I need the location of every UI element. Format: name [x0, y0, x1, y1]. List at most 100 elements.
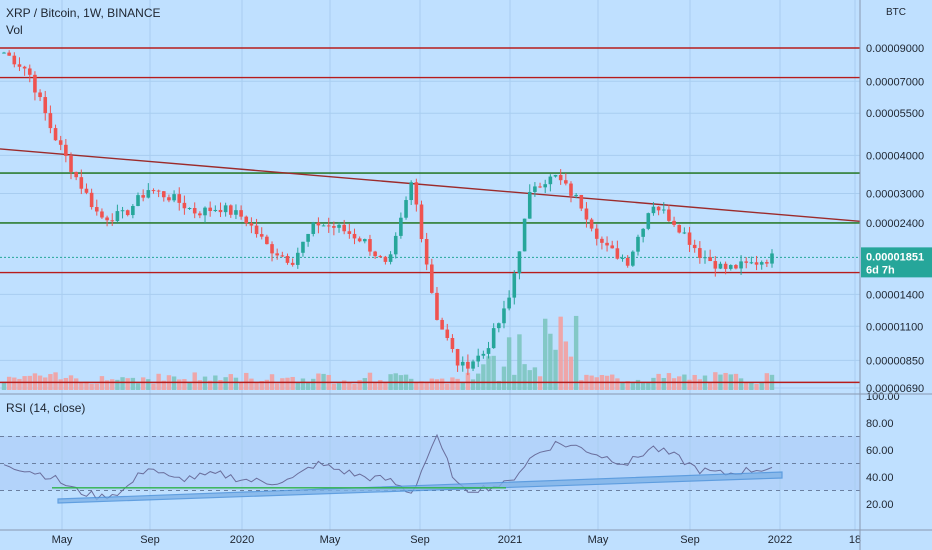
candle-body	[110, 220, 115, 222]
volume-bar	[558, 316, 563, 390]
volume-bar	[408, 378, 414, 390]
candle-body	[615, 248, 620, 259]
candle-body	[533, 186, 537, 192]
candle-body	[553, 174, 558, 177]
volume-bar	[393, 373, 398, 390]
volume-bar	[89, 383, 94, 390]
volume-bar	[486, 356, 491, 390]
volume-bar	[58, 379, 63, 390]
candle-body	[326, 225, 331, 227]
volume-bar	[110, 379, 115, 390]
candle-body	[564, 180, 568, 184]
candle-body	[192, 208, 197, 214]
candle-body	[69, 155, 73, 172]
price-tick-label: 0.00001400	[866, 289, 924, 301]
candle-body	[445, 329, 450, 339]
volume-bar	[79, 382, 84, 390]
volume-bar	[640, 381, 646, 390]
candle-body	[486, 348, 491, 354]
candle-body	[285, 255, 290, 263]
candle-body	[198, 213, 202, 216]
candle-body	[527, 191, 532, 219]
volume-bar	[300, 378, 306, 390]
candle-body	[610, 245, 615, 249]
volume-bar	[687, 379, 692, 390]
volume-bar	[697, 379, 703, 390]
candle-body	[744, 261, 749, 263]
volume-bar	[625, 381, 630, 390]
candle-body	[399, 217, 403, 236]
candle-body	[352, 233, 357, 239]
volume-bar	[367, 372, 373, 390]
candle-body	[708, 257, 712, 262]
candle-body	[27, 68, 32, 75]
candle-body	[646, 213, 651, 229]
time-tick-label: Sep	[410, 534, 430, 546]
time-tick-label: 2020	[230, 534, 254, 546]
candle-body	[316, 222, 321, 226]
volume-bar	[548, 333, 553, 390]
volume-bar	[568, 356, 574, 390]
candle-body	[280, 255, 285, 257]
volume-bar	[630, 381, 636, 390]
time-tick-label: Sep	[140, 534, 160, 546]
rsi-tick-label: 100.00	[866, 391, 900, 403]
volume-bar	[522, 364, 527, 390]
candle-body	[388, 254, 393, 262]
volume-bar	[419, 381, 424, 390]
candle-body	[765, 262, 769, 264]
volume-bar	[218, 379, 223, 390]
volume-bar	[73, 378, 79, 390]
time-tick-label: 18	[849, 534, 861, 546]
rsi-tick-label: 20.00	[866, 499, 894, 511]
candle-body	[471, 361, 475, 369]
candle-body	[136, 195, 140, 207]
candle-body	[363, 239, 367, 242]
candle-body	[234, 210, 238, 215]
volume-bar	[450, 377, 455, 390]
candle-body	[332, 226, 336, 228]
price-pane[interactable]	[0, 0, 860, 392]
candle-body	[295, 252, 300, 265]
candle-body	[58, 140, 63, 145]
volume-bar	[635, 379, 641, 390]
volume-bar	[115, 379, 120, 390]
price-tick-label: 0.00009000	[866, 43, 924, 55]
candle-body	[368, 239, 372, 252]
candle-body	[290, 262, 295, 265]
candle-body	[177, 194, 182, 203]
volume-bar	[63, 377, 69, 390]
volume-bar	[666, 373, 672, 390]
candle-body	[373, 251, 377, 257]
candle-body	[502, 308, 506, 324]
volume-bar	[517, 334, 522, 390]
candle-body	[187, 208, 192, 210]
price-tick-label: 0.00001100	[866, 321, 923, 333]
candle-body	[161, 191, 166, 198]
candle-body	[430, 264, 434, 293]
rsi-tick-label: 40.00	[866, 472, 894, 484]
candle-body	[115, 211, 120, 222]
candle-body	[141, 195, 145, 198]
candle-body	[677, 224, 682, 233]
candle-body	[228, 205, 233, 215]
rsi-label: RSI (14, close)	[6, 401, 86, 415]
candle-body	[739, 261, 743, 269]
volume-bar	[481, 364, 486, 390]
candle-body	[466, 361, 470, 369]
volume-bar	[744, 382, 749, 390]
rsi-line	[3, 433, 773, 501]
volume-bar	[104, 380, 110, 390]
candle-body	[460, 361, 465, 366]
volume-bar	[527, 370, 532, 390]
candles	[2, 50, 774, 376]
volume-bar	[754, 383, 759, 390]
candle-body	[249, 223, 254, 226]
candle-body	[64, 144, 68, 156]
volume-bar	[6, 376, 12, 390]
candle-body	[641, 228, 645, 237]
candle-body	[146, 190, 151, 198]
volume-bar	[424, 381, 429, 390]
candle-body	[208, 207, 212, 212]
